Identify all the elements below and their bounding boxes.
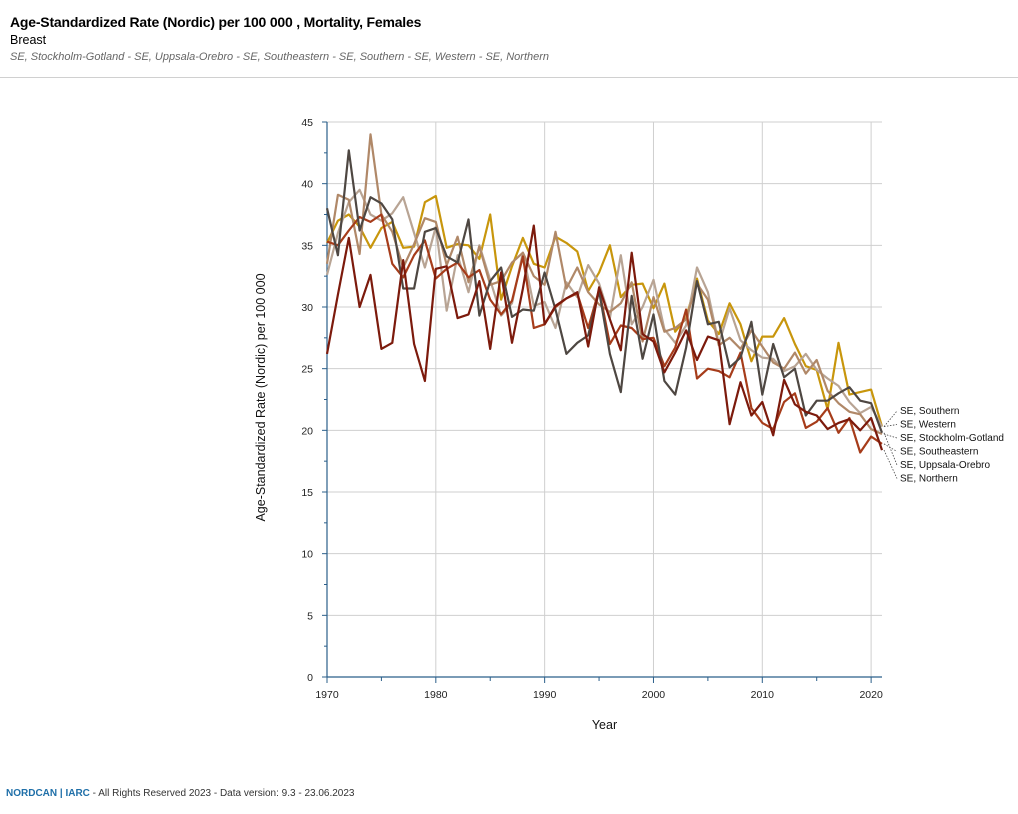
y-tick-label: 10 [301,549,313,561]
copyright-text: - All Rights Reserved 2023 - Data versio… [89,788,355,799]
y-tick-label: 5 [307,610,313,622]
legend-label-se-southern[interactable]: SE, Southern [900,406,959,417]
page-title: Age-Standardized Rate (Nordic) per 100 0… [10,14,422,30]
legend-connector [883,410,898,427]
y-tick-label: 15 [301,487,313,499]
legend-connector [883,432,898,466]
x-tick-label: 1970 [315,689,339,701]
x-tick-label: 2000 [642,689,666,701]
series-line-se-stockholm-gotland[interactable] [325,133,883,436]
y-tick-label: 0 [307,672,313,684]
legend-connector [883,443,898,452]
legend-connector [883,424,898,428]
y-tick-label: 45 [301,117,313,129]
legend-connector [883,433,898,439]
x-tick-label: 1990 [533,689,557,701]
series-line-se-uppsala-orebro[interactable] [325,149,884,434]
x-axis-title: Year [592,718,617,732]
legend-connector [883,449,898,479]
y-axis-title: Age-Standardized Rate (Nordic) per 100 0… [254,273,268,521]
legend-label-se-northern[interactable]: SE, Northern [900,474,958,485]
cancer-site-subtitle: Breast [10,33,47,47]
y-tick-label: 35 [301,240,313,252]
legend-label-se-southeastern[interactable]: SE, Southeastern [900,447,978,458]
y-tick-label: 20 [301,425,313,437]
chart-axes: 0 5 10 15 20 25 30 35 40 45 1970 1980 1990 2000 2010 20… [301,117,883,701]
legend-label-se-stockholm-gotland[interactable]: SE, Stockholm-Gotland [900,433,1004,444]
chart-grid [327,121,882,677]
chart-header: Age-Standardized Rate (Nordic) per 100 0… [10,14,1008,63]
footer: NORDCAN | IARC - All Rights Reserved 202… [6,788,355,799]
x-tick-label: 2010 [751,689,775,701]
chart-legend: SE, Southern SE, Western SE, Stockholm-Got… [883,406,1004,485]
header-divider [0,77,1018,78]
x-tick-label: 1980 [424,689,448,701]
x-tick-label: 2020 [859,689,883,701]
chart-series [325,133,884,454]
population-list: SE, Stockholm-Gotland - SE, Uppsala-Oreb… [10,51,550,63]
brand-link[interactable]: NORDCAN | IARC [6,788,90,799]
legend-label-se-uppsala-orebro[interactable]: SE, Uppsala-Orebro [900,460,990,471]
y-tick-label: 40 [301,179,313,191]
series-line-se-northern[interactable] [325,224,884,451]
y-tick-label: 25 [301,364,313,376]
y-tick-label: 30 [301,302,313,314]
series-line-se-southern[interactable] [326,194,884,427]
legend-label-se-western[interactable]: SE, Western [900,420,956,431]
